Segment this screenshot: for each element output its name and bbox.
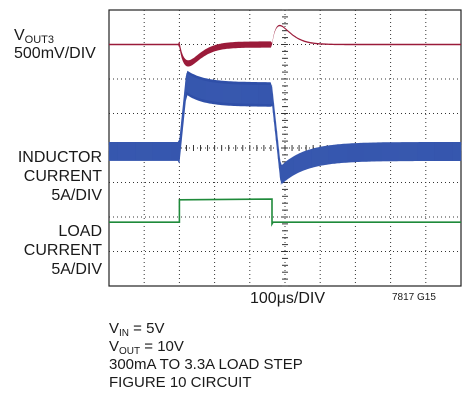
inductor-current-ripple [108, 73, 462, 185]
plot-traces [108, 24, 462, 227]
vout-scale-label: 500mV/DIV [14, 45, 96, 62]
load-current-trace [109, 198, 461, 227]
figure-code: 7817 G15 [392, 292, 436, 303]
inductor-label-line2: CURRENT [23, 168, 102, 185]
inductor-scale-label: 5A/DIV [51, 187, 102, 204]
vout-trace [109, 24, 461, 67]
oscilloscope-plot [108, 9, 462, 287]
load-label-line1: LOAD [58, 223, 102, 240]
time-scale-label: 100μs/DIV [250, 290, 326, 307]
condition-vout: VOUT = 10V [109, 338, 184, 357]
condition-circuit: FIGURE 10 CIRCUIT [109, 374, 252, 391]
condition-load-step: 300mA TO 3.3A LOAD STEP [109, 356, 303, 373]
load-label-line2: CURRENT [23, 242, 102, 259]
load-scale-label: 5A/DIV [51, 261, 102, 278]
inductor-label-line1: INDUCTOR [17, 149, 102, 166]
condition-vin: VIN = 5V [109, 320, 165, 339]
inductor-current-trace [109, 70, 461, 185]
vout-label: VOUT3 [14, 27, 55, 46]
